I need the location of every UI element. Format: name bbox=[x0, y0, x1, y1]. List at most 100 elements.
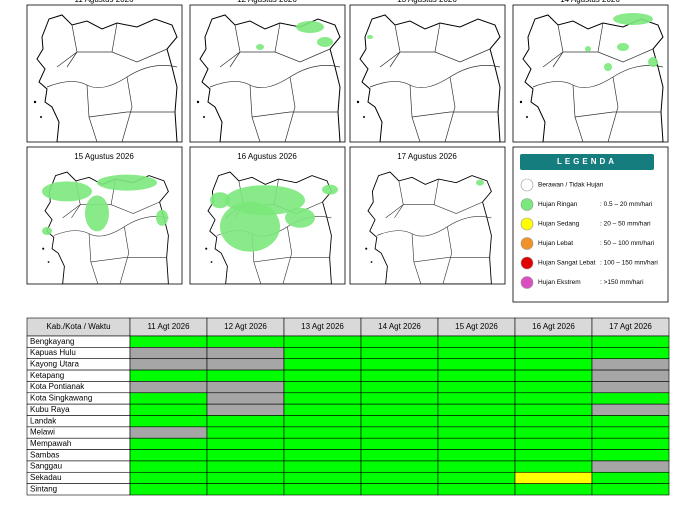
status-cell bbox=[206, 403, 285, 416]
row-label: Mempawah bbox=[30, 439, 71, 448]
status-cell bbox=[283, 460, 362, 473]
status-cell bbox=[360, 381, 439, 394]
status-cell bbox=[591, 403, 670, 416]
rain-area bbox=[97, 174, 157, 191]
status-cell bbox=[360, 347, 439, 360]
legend-range: : 0.5 – 20 mm/hari bbox=[600, 201, 652, 208]
map-title: 12 Agustus 2026 bbox=[237, 0, 297, 4]
status-cell bbox=[283, 335, 362, 348]
column-label: 16 Agt 2026 bbox=[532, 322, 575, 331]
status-cell bbox=[129, 381, 208, 394]
status-cell bbox=[514, 471, 593, 484]
status-cell bbox=[514, 426, 593, 439]
legend-swatch bbox=[520, 237, 534, 250]
rain-area bbox=[585, 46, 591, 52]
status-cell bbox=[514, 460, 593, 473]
map-panel: 14 Agustus 2026 bbox=[512, 0, 669, 143]
status-cell bbox=[437, 403, 516, 416]
status-cell bbox=[591, 381, 670, 394]
map-title: 11 Agustus 2026 bbox=[74, 0, 134, 4]
status-cell bbox=[206, 460, 285, 473]
rain-area bbox=[296, 21, 324, 33]
legend-range: : 20 – 50 mm/hari bbox=[600, 221, 651, 228]
status-cell bbox=[437, 415, 516, 428]
status-cell bbox=[283, 392, 362, 405]
status-cell bbox=[591, 415, 670, 428]
status-cell bbox=[437, 483, 516, 496]
legend-swatch bbox=[520, 178, 534, 192]
row-label: Bengkayang bbox=[30, 337, 74, 346]
status-cell bbox=[129, 415, 208, 428]
status-cell bbox=[129, 403, 208, 416]
status-cell bbox=[437, 381, 516, 394]
row-label: Ketapang bbox=[30, 371, 64, 380]
rain-area bbox=[476, 179, 484, 186]
status-cell bbox=[129, 347, 208, 360]
status-cell bbox=[437, 358, 516, 371]
legend-title-bar bbox=[520, 154, 654, 170]
map-title: 14 Agustus 2026 bbox=[560, 0, 620, 4]
status-cell bbox=[206, 347, 285, 360]
rain-area bbox=[367, 35, 373, 39]
map-panel: 13 Agustus 2026 bbox=[349, 0, 506, 143]
map-title: 16 Agustus 2026 bbox=[237, 152, 297, 161]
header-label: Kab./Kota / Waktu bbox=[46, 322, 110, 331]
status-cell bbox=[206, 369, 285, 382]
status-cell bbox=[437, 449, 516, 462]
status-cell bbox=[129, 449, 208, 462]
legend-frame bbox=[512, 146, 669, 303]
status-cell bbox=[514, 381, 593, 394]
rain-area bbox=[256, 44, 264, 50]
rain-area bbox=[85, 195, 109, 232]
legend-swatch bbox=[520, 217, 534, 231]
status-cell bbox=[283, 358, 362, 371]
status-cell bbox=[514, 483, 593, 496]
status-cell bbox=[437, 335, 516, 348]
status-cell bbox=[437, 437, 516, 450]
rain-area bbox=[604, 63, 612, 71]
rain-area bbox=[322, 184, 338, 195]
legend: LEGENDA Berawan / Tidak Hujan Hujan Ringan… bbox=[512, 146, 669, 303]
status-cell bbox=[360, 335, 439, 348]
status-cell bbox=[206, 471, 285, 484]
row-label: Kota Singkawang bbox=[30, 394, 92, 403]
status-cell bbox=[360, 392, 439, 405]
status-cell bbox=[283, 381, 362, 394]
status-cell bbox=[591, 392, 670, 405]
status-cell bbox=[283, 483, 362, 496]
row-label: Kota Pontianak bbox=[30, 382, 85, 391]
status-cell bbox=[206, 449, 285, 462]
row-label: Kubu Raya bbox=[30, 405, 70, 414]
status-cell bbox=[437, 471, 516, 484]
column-label: 14 Agt 2026 bbox=[378, 322, 421, 331]
column-label: 15 Agt 2026 bbox=[455, 322, 498, 331]
status-cell bbox=[283, 426, 362, 439]
status-cell bbox=[360, 449, 439, 462]
map-title: 17 Agustus 2026 bbox=[397, 152, 457, 161]
rain-area bbox=[317, 37, 333, 47]
legend-swatch bbox=[520, 198, 534, 211]
map-panel: 11 Agustus 2026 bbox=[26, 0, 183, 143]
status-cell bbox=[591, 347, 670, 360]
map-panel: 17 Agustus 2026 bbox=[349, 146, 506, 285]
status-cell bbox=[591, 437, 670, 450]
status-cell bbox=[514, 403, 593, 416]
status-cell bbox=[129, 471, 208, 484]
rain-area bbox=[42, 227, 52, 235]
map-panel: 16 Agustus 2026 bbox=[189, 146, 346, 285]
status-cell bbox=[591, 460, 670, 473]
rain-area bbox=[220, 201, 280, 252]
status-cell bbox=[283, 347, 362, 360]
status-cell bbox=[360, 483, 439, 496]
status-cell bbox=[206, 381, 285, 394]
row-label: Sambas bbox=[30, 450, 59, 459]
status-cell bbox=[129, 460, 208, 473]
map-panel: 12 Agustus 2026 bbox=[189, 0, 346, 143]
status-cell bbox=[514, 449, 593, 462]
map-title: 15 Agustus 2026 bbox=[74, 152, 134, 161]
status-cell bbox=[591, 335, 670, 348]
column-label: 17 Agt 2026 bbox=[609, 322, 652, 331]
status-cell bbox=[206, 415, 285, 428]
status-cell bbox=[360, 437, 439, 450]
